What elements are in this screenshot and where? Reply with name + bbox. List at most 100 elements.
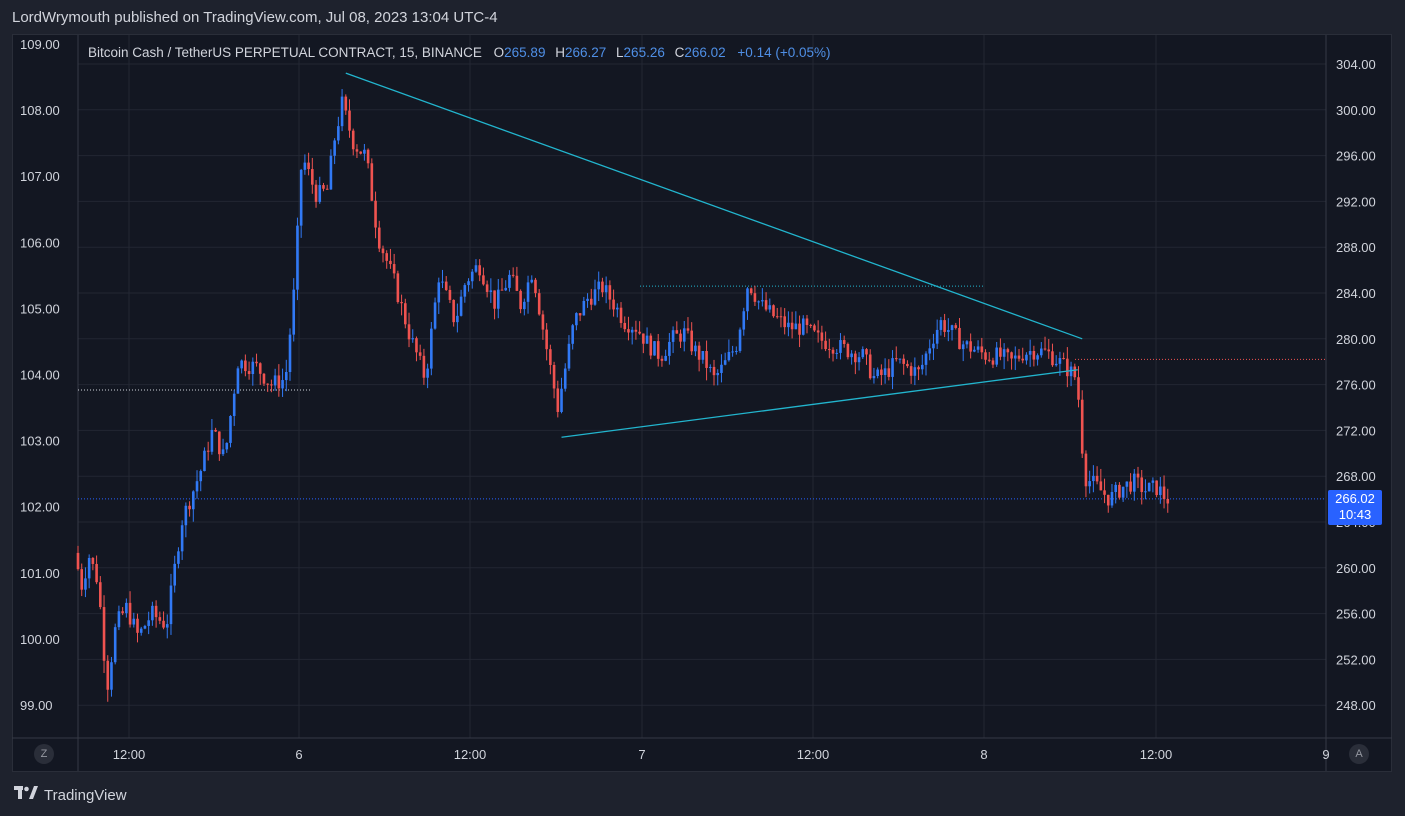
candle-body: [426, 369, 429, 378]
candle-body: [1114, 485, 1117, 492]
candle-body: [835, 353, 838, 354]
candle-body: [88, 558, 91, 578]
candle-body: [530, 280, 533, 283]
candle-body: [121, 611, 124, 613]
candle-body: [1100, 481, 1103, 490]
candle-body: [568, 344, 571, 369]
candle-body: [884, 368, 887, 375]
candle-body: [385, 253, 388, 261]
candle-body: [363, 150, 366, 154]
last-price-tag: 266.02 10:43: [1328, 490, 1382, 525]
candle-body: [434, 302, 437, 328]
right-tick-label: 280.00: [1336, 332, 1376, 347]
candle-body: [802, 318, 805, 334]
candle-body: [1140, 477, 1143, 492]
auto-scale-button[interactable]: A: [1349, 744, 1369, 764]
candle-body: [575, 313, 578, 325]
candle-body: [199, 471, 202, 481]
left-tick-label: 99.00: [20, 698, 53, 713]
candle-body: [620, 308, 623, 323]
candle-body: [192, 491, 195, 509]
candle-body: [129, 603, 132, 625]
candle-body: [173, 564, 176, 586]
candle-body: [84, 578, 87, 589]
candle-body: [895, 358, 898, 359]
candle-body: [374, 201, 377, 228]
right-tick-label: 292.00: [1336, 194, 1376, 209]
candle-body: [132, 619, 135, 625]
candle-body: [452, 300, 455, 322]
candle-body: [795, 324, 798, 330]
candle-body: [623, 323, 626, 329]
candle-body: [318, 185, 321, 202]
candle-body: [597, 282, 600, 290]
candle-body: [739, 330, 742, 351]
candle-body: [731, 351, 734, 352]
candle-body: [705, 351, 708, 368]
candle-body: [542, 314, 545, 329]
candle-body: [627, 329, 630, 332]
trendline-upper: [346, 73, 1082, 339]
candle-body: [501, 290, 504, 291]
candle-body: [188, 506, 191, 509]
candle-body: [110, 662, 113, 689]
candle-body: [337, 126, 340, 140]
candle-body: [233, 394, 236, 416]
candle-body: [661, 359, 664, 361]
candle-body: [821, 332, 824, 340]
right-tick-label: 272.00: [1336, 423, 1376, 438]
candle-body: [326, 189, 329, 190]
candle-body: [936, 330, 939, 344]
candle-body: [969, 341, 972, 351]
scale-z-button[interactable]: Z: [34, 744, 54, 764]
candle-body: [713, 367, 716, 375]
candle-body: [668, 342, 671, 356]
candle-body: [806, 318, 809, 324]
candle-body: [553, 365, 556, 388]
candle-body: [441, 282, 444, 283]
time-tick-label: 9: [1322, 747, 1329, 762]
candle-body: [207, 451, 210, 452]
candle-body: [475, 265, 478, 271]
candle-body: [1077, 377, 1080, 399]
candle-body: [847, 344, 850, 357]
candle-body: [564, 369, 567, 389]
candle-body: [311, 169, 314, 185]
high-value: 266.27: [565, 45, 606, 60]
candle-body: [411, 338, 414, 339]
candle-body: [1096, 476, 1099, 482]
candle-body: [445, 282, 448, 290]
candle-body: [259, 363, 262, 374]
candle-body: [1047, 349, 1050, 351]
candle-body: [344, 97, 347, 111]
right-tick-label: 288.00: [1336, 240, 1376, 255]
candle-body: [791, 323, 794, 330]
candle-body: [214, 430, 217, 432]
trendline-lower: [562, 370, 1078, 438]
candle-body: [824, 341, 827, 349]
candle-body: [590, 299, 593, 305]
candle-body: [211, 430, 214, 452]
candle-body: [843, 340, 846, 344]
candle-body: [925, 354, 928, 365]
candle-body: [735, 351, 738, 352]
candle-body: [486, 284, 489, 292]
high-label: H: [555, 45, 565, 60]
candle-body: [1103, 490, 1106, 494]
left-tick-label: 107.00: [20, 169, 60, 184]
candle-body: [716, 373, 719, 375]
candle-body: [869, 354, 872, 378]
candle-body: [635, 330, 638, 332]
low-value: 265.26: [624, 45, 665, 60]
candle-body: [181, 525, 184, 551]
candle-body: [125, 603, 128, 613]
candle-body: [1148, 483, 1151, 491]
candle-body: [861, 349, 864, 357]
candle-body: [482, 275, 485, 284]
candle-body: [787, 323, 790, 327]
left-tick-label: 102.00: [20, 500, 60, 515]
left-tick-label: 103.00: [20, 434, 60, 449]
candle-body: [77, 553, 80, 569]
candle-body: [817, 330, 820, 332]
